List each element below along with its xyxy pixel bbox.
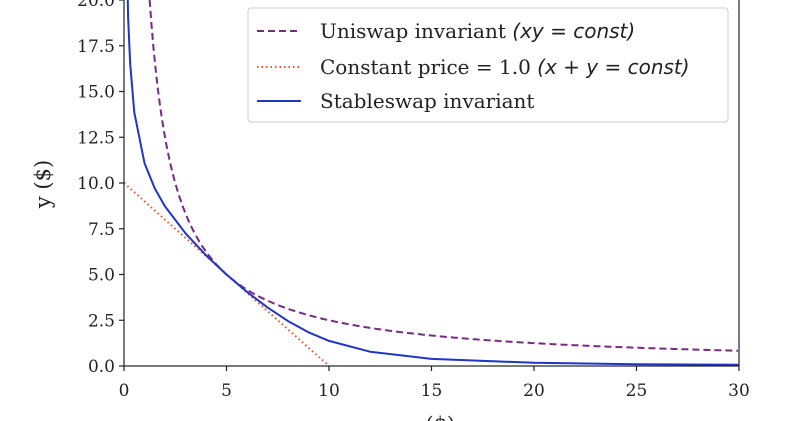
- uniswap-curve: [148, 0, 738, 352]
- x-tick-label: 25: [626, 381, 648, 401]
- y-tick-label: 2.5: [88, 311, 115, 331]
- x-tick-label: 5: [221, 381, 232, 401]
- x-tick-label: 0: [119, 381, 130, 401]
- y-tick-label: 12.5: [77, 128, 115, 148]
- y-tick-label: 7.5: [88, 220, 115, 240]
- y-axis-ticks: 0.0 2.5 5.0 7.5 10.0 12.5 15.0 17.5 20.0: [77, 0, 124, 377]
- x-tick-label: 20: [523, 381, 545, 401]
- legend-label-stableswap: Stableswap invariant: [320, 89, 534, 113]
- y-axis-label: y ($): [31, 160, 55, 209]
- y-tick-label: 5.0: [88, 266, 115, 286]
- legend: Uniswap invariant (xy = const) Constant …: [247, 7, 729, 123]
- plot-lines: [124, 0, 739, 367]
- legend-box: [247, 7, 729, 123]
- y-tick-label: 0.0: [88, 357, 115, 377]
- x-tick-label: 30: [728, 381, 750, 401]
- y-tick-label: 15.0: [77, 83, 115, 103]
- constant-price-line: [124, 182, 330, 367]
- x-axis-ticks: 0 5 10 15 20 25 30: [119, 366, 750, 401]
- x-tick-label: 10: [318, 381, 340, 401]
- y-tick-label: 10.0: [77, 174, 115, 194]
- x-tick-label: 15: [421, 381, 443, 401]
- y-tick-label: 17.5: [77, 37, 115, 57]
- y-tick-label: 20.0: [77, 0, 115, 11]
- plot-frame: [123, 0, 740, 367]
- stableswap-curve: [126, 0, 739, 366]
- legend-label-uniswap: Uniswap invariant (xy = const): [320, 19, 635, 43]
- legend-label-constant-price: Constant price = 1.0 (x + y = const): [320, 55, 690, 79]
- x-axis-label: x ($): [407, 413, 455, 421]
